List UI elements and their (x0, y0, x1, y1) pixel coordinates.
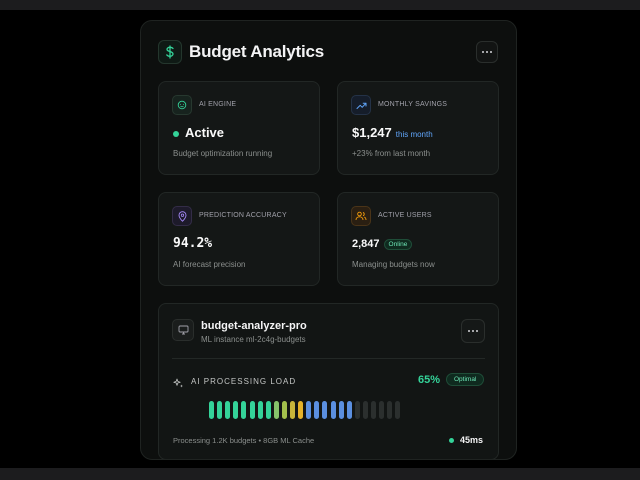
online-badge: Online (383, 238, 413, 250)
load-bar-segment (306, 401, 312, 419)
trending-up-icon (351, 95, 371, 115)
bottom-bar (0, 468, 640, 480)
load-bar-segment (346, 401, 352, 419)
accuracy-label: Prediction Accuracy (199, 212, 287, 219)
server-instance: ML instance ml-2c4g-budgets (201, 335, 306, 344)
savings-label: Monthly Savings (378, 101, 448, 108)
monthly-savings-card: Monthly Savings $1,247 this month +23% fr… (337, 81, 499, 175)
load-bar-segment (322, 401, 328, 419)
users-description: Managing budgets now (352, 260, 435, 269)
more-options-button[interactable] (476, 41, 498, 63)
load-bar-segment (371, 401, 376, 419)
load-bar-segment (362, 401, 368, 419)
users-value: 2,847 Online (352, 238, 413, 250)
users-icon (351, 206, 371, 226)
processing-load-label: AI Processing Load (191, 377, 297, 386)
prediction-accuracy-card: Prediction Accuracy 94.2% AI forecast pr… (158, 192, 320, 286)
budget-analytics-panel: Budget Analytics AI Engine Active Budget… (140, 20, 517, 460)
optimal-badge: Optimal (446, 373, 485, 386)
more-horizontal-icon (468, 330, 478, 332)
load-bar-segment (225, 401, 231, 419)
savings-value: $1,247 this month (352, 125, 433, 140)
active-users-card: Active Users 2,847 Online Managing budget… (337, 192, 499, 286)
load-bar-segment (290, 401, 295, 419)
processing-details: Processing 1.2K budgets • 8GB ML Cache (173, 436, 315, 445)
accuracy-value: 94.2% (173, 236, 213, 251)
processing-load-percent: 65% (418, 374, 441, 386)
latency-dot (449, 438, 454, 443)
latency-value: 45ms (460, 435, 484, 445)
server-options-button[interactable] (461, 319, 485, 343)
panel-header: Budget Analytics (141, 21, 516, 81)
page-title: Budget Analytics (189, 42, 325, 61)
target-icon (172, 206, 192, 226)
load-bar-segment (338, 401, 344, 419)
load-bar-segment (217, 401, 223, 419)
load-bar-segment (330, 401, 336, 419)
users-label: Active Users (378, 212, 432, 219)
monitor-icon (172, 319, 194, 341)
load-bar-segment (354, 401, 360, 419)
load-bar-segment (387, 401, 393, 419)
savings-period: this month (395, 130, 433, 139)
load-bar-segment (395, 401, 401, 419)
server-card: budget-analyzer-pro ML instance ml-2c4g-… (158, 303, 499, 459)
divider (172, 358, 485, 359)
ai-engine-label: AI Engine (199, 101, 237, 108)
bot-icon (172, 95, 192, 115)
load-bar-segment (379, 401, 385, 419)
load-bar-segment (298, 401, 304, 419)
load-bar-segment (314, 401, 320, 419)
load-bar-segment (209, 401, 214, 419)
ai-engine-status: Active (173, 125, 224, 140)
sparkles-icon (173, 376, 184, 394)
ai-engine-description: Budget optimization running (173, 149, 273, 158)
load-bar-segment (265, 401, 271, 419)
server-name: budget-analyzer-pro (201, 320, 307, 332)
load-bar-segment (257, 401, 263, 419)
load-bar-segment (233, 401, 239, 419)
status-dot (173, 130, 179, 137)
load-bar-segment (281, 401, 287, 419)
top-bar (0, 0, 640, 10)
more-horizontal-icon (482, 51, 492, 53)
load-bar-segment (241, 401, 247, 419)
load-bar-segment (273, 401, 279, 419)
dollar-icon (158, 40, 182, 64)
accuracy-description: AI forecast precision (173, 260, 246, 269)
load-bar-segment (249, 401, 255, 419)
savings-change: +23% from last month (352, 149, 431, 158)
ai-engine-card: AI Engine Active Budget optimization run… (158, 81, 320, 175)
